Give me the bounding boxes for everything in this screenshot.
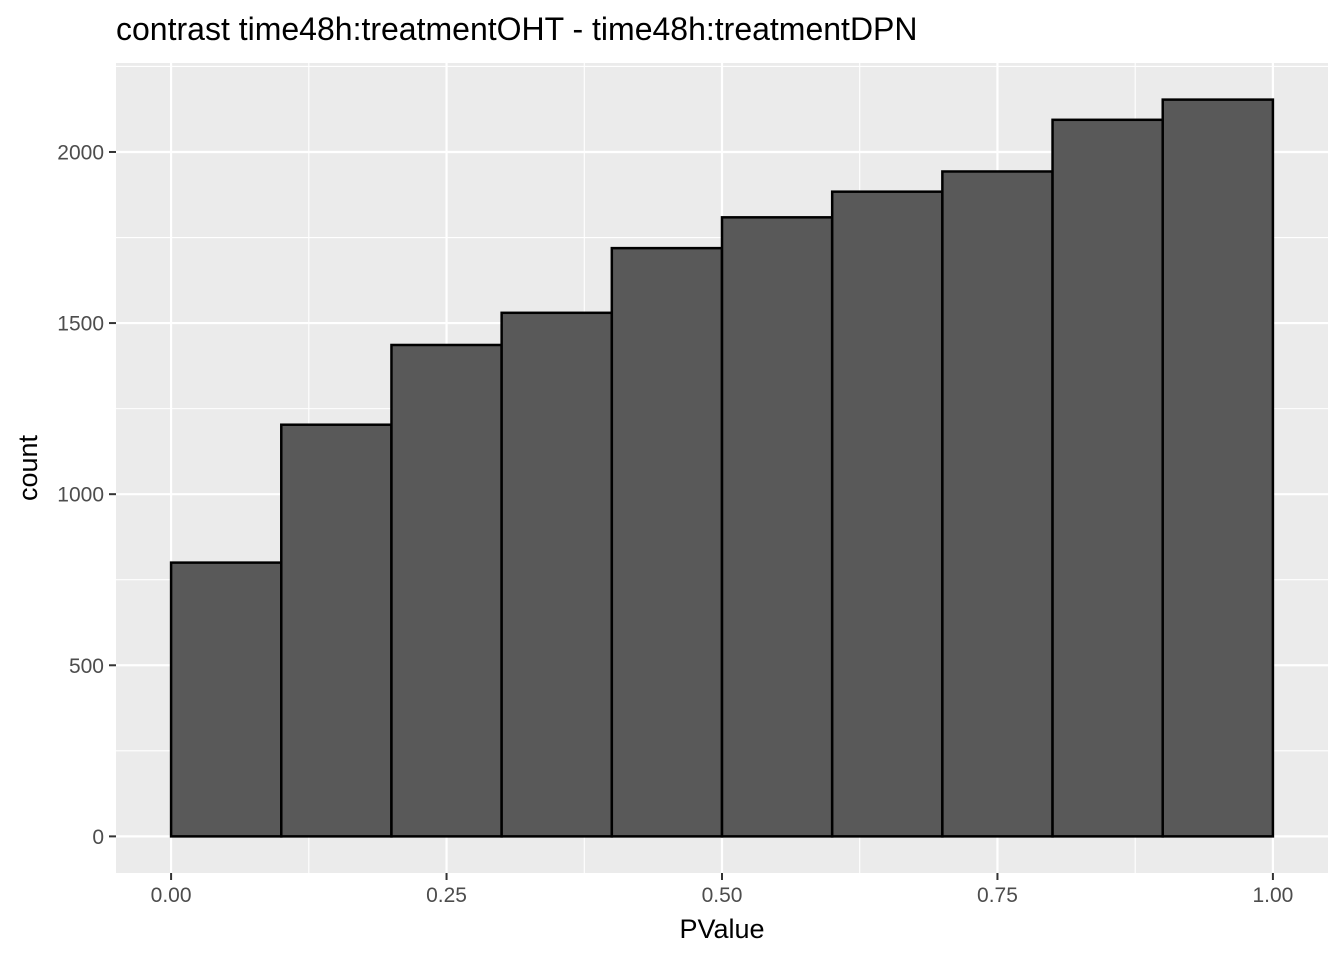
histogram-bar-0 <box>169 561 283 838</box>
x-tick-label: 0.00 <box>151 884 192 907</box>
chart-title: contrast time48h:treatmentOHT - time48h:… <box>116 11 918 47</box>
x-axis: 0.00 0.25 0.50 0.75 1.00 <box>151 873 1293 907</box>
x-tick-label: 0.25 <box>426 884 467 907</box>
y-axis: 0 500 1000 1500 2000 <box>57 141 116 849</box>
y-tick-label: 500 <box>69 655 104 678</box>
y-axis-title: count <box>13 434 43 501</box>
x-tick-label: 1.00 <box>1252 884 1293 907</box>
y-tick-label: 1500 <box>57 313 104 336</box>
histogram-bar-9 <box>1161 98 1275 838</box>
y-tick-label: 2000 <box>57 141 104 164</box>
histogram-bar-7 <box>941 170 1054 838</box>
histogram-bar-3 <box>500 311 614 838</box>
x-tick-label: 0.75 <box>977 884 1018 907</box>
histogram-bar-6 <box>830 190 944 838</box>
histogram-bar-5 <box>720 216 834 838</box>
histogram-bar-8 <box>1051 118 1164 838</box>
histogram-bar-1 <box>280 423 393 838</box>
y-tick-label: 0 <box>92 826 104 849</box>
histogram-bar-4 <box>610 246 724 838</box>
x-axis-title: PValue <box>679 914 764 944</box>
histogram-bars <box>169 98 1275 838</box>
x-tick-label: 0.50 <box>702 884 743 907</box>
histogram-bar-2 <box>390 343 503 838</box>
y-tick-label: 1000 <box>57 484 104 507</box>
